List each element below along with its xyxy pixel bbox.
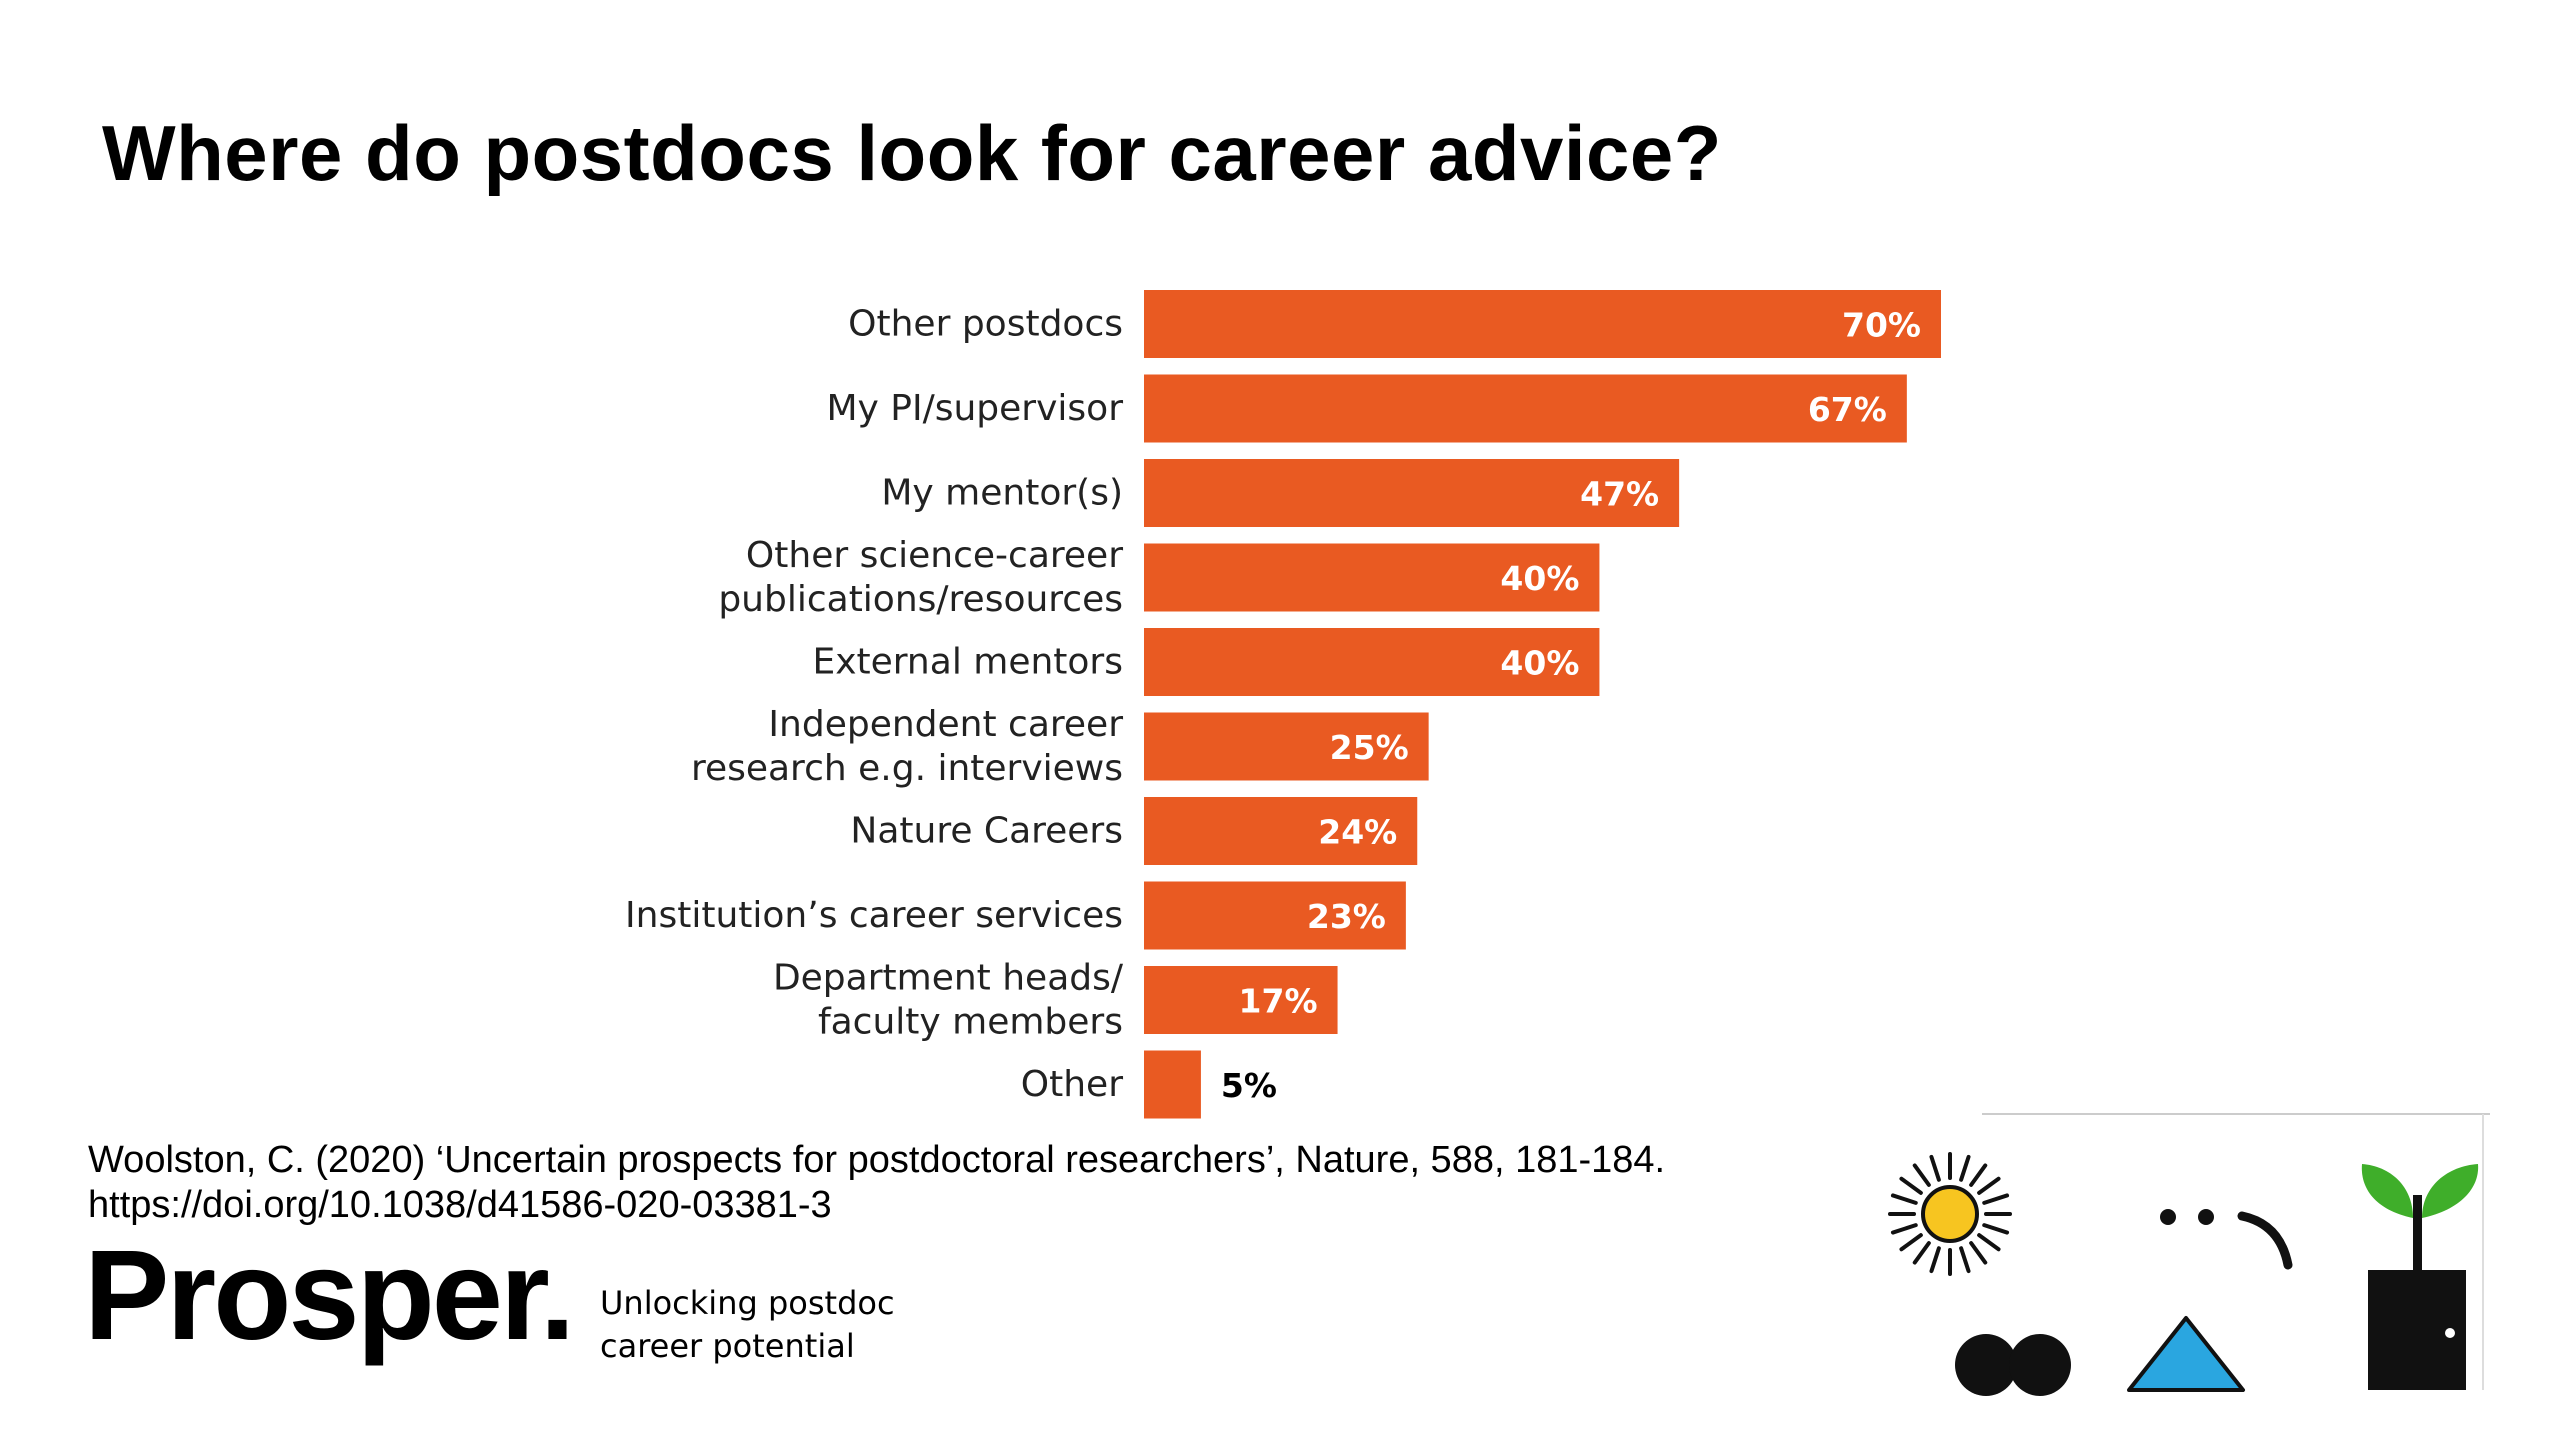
citation-reference: Woolston, C. (2020) ‘Uncertain prospects…: [88, 1139, 1666, 1181]
tagline-line-2: career potential: [600, 1327, 855, 1365]
bar-8: [1144, 966, 1338, 1034]
face-icon: [2160, 1209, 2293, 1270]
bar-7: [1144, 881, 1406, 950]
plant-pot-icon: [2361, 1164, 2479, 1390]
category-label-4: External mentors: [812, 642, 1123, 683]
category-label-3: Other science-career publications/resourc…: [718, 535, 1123, 620]
bar-3: [1144, 543, 1600, 612]
category-label-8: Department heads/faculty members: [773, 958, 1124, 1043]
value-label-0: 70%: [1842, 306, 1921, 345]
tagline: Unlocking postdoc career potential: [600, 1282, 895, 1368]
citation-doi: https://doi.org/10.1038/d41586-020-03381…: [88, 1184, 832, 1226]
chart-title: Where do postdocs look for career advice…: [102, 109, 1722, 197]
tagline-line-1: Unlocking postdoc: [600, 1284, 895, 1322]
value-label-3: 40%: [1500, 559, 1579, 598]
value-label-7: 23%: [1307, 897, 1386, 936]
bar-1: [1144, 374, 1907, 443]
value-label-2: 47%: [1580, 475, 1659, 514]
value-label-6: 24%: [1318, 813, 1397, 852]
value-label-4: 40%: [1500, 644, 1579, 683]
category-label-6: Nature Careers: [850, 811, 1123, 852]
category-label-9: Other: [1021, 1064, 1123, 1105]
category-label-0: Other postdocs: [848, 304, 1123, 345]
value-label-1: 67%: [1808, 390, 1887, 429]
category-label-7: Institution’s career services: [625, 895, 1123, 936]
bar-9: [1144, 1050, 1201, 1119]
bar-6: [1144, 797, 1418, 865]
category-label-5: Independent career research e.g. intervie…: [691, 704, 1123, 789]
category-label-1: My PI/supervisor: [826, 388, 1123, 429]
prosper-logo: Prosper.: [84, 1224, 575, 1367]
bar-0: [1144, 290, 1941, 358]
value-label-8: 17%: [1239, 982, 1318, 1021]
bar-4: [1144, 628, 1600, 696]
value-label-5: 25%: [1330, 728, 1409, 767]
category-label-2: My mentor(s): [881, 473, 1123, 514]
two-circles-icon: [1955, 1334, 2071, 1396]
triangle-icon: [2127, 1316, 2245, 1392]
bar-5: [1144, 712, 1429, 781]
value-label-9: 5%: [1221, 1066, 1277, 1105]
decorative-icons: [1888, 1113, 2490, 1396]
bar-2: [1144, 459, 1680, 527]
sun-icon: [1888, 1152, 2012, 1276]
citation: Woolston, C. (2020) ‘Uncertain prospects…: [88, 1138, 1665, 1228]
